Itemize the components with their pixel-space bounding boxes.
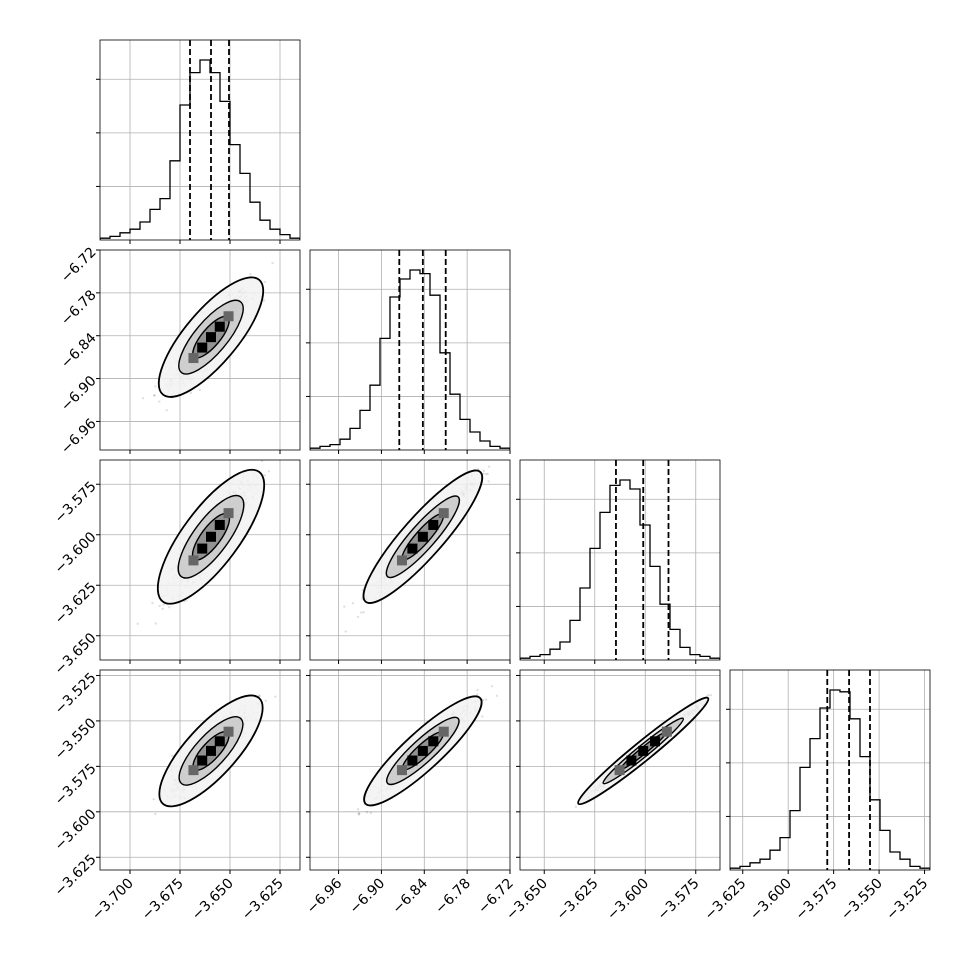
density-core bbox=[197, 342, 208, 353]
axes-frame bbox=[519, 459, 721, 661]
y-tick-label: −6.72 bbox=[58, 244, 100, 286]
density-core bbox=[428, 736, 439, 747]
histogram-step bbox=[310, 269, 510, 450]
axes-frame bbox=[99, 459, 301, 661]
y-tick-label: −6.96 bbox=[58, 416, 100, 458]
panel-3-0: −3.700 −3.675 −3.650 −3.625−3.625−3.600−3.5… bbox=[52, 669, 301, 924]
density-core bbox=[214, 321, 225, 332]
x-tick-label: −3.550 bbox=[838, 876, 886, 924]
axes-frame bbox=[99, 669, 301, 871]
density-core bbox=[188, 353, 199, 364]
x-tick-label: −3.575 bbox=[793, 876, 841, 924]
density-core bbox=[638, 745, 649, 756]
y-tick-label: −6.90 bbox=[58, 373, 100, 415]
panel-3-3: −3.625−3.600−3.575−3.550−3.525 bbox=[702, 669, 931, 924]
axes-frame bbox=[309, 249, 511, 451]
axes-frame bbox=[309, 459, 511, 661]
density-core bbox=[417, 745, 428, 756]
density-core bbox=[396, 555, 407, 566]
x-tick-label: −3.700 bbox=[89, 876, 137, 924]
axes-frame bbox=[309, 669, 511, 871]
y-tick-label: −3.575 bbox=[52, 761, 100, 809]
x-tick-label: −3.675 bbox=[139, 876, 187, 924]
density-core bbox=[206, 745, 216, 756]
y-tick-label: −3.625 bbox=[52, 852, 100, 900]
density-core bbox=[626, 755, 637, 766]
x-tick-label: −3.600 bbox=[747, 876, 795, 924]
x-tick-label: −6.90 bbox=[347, 876, 389, 918]
density-core bbox=[197, 755, 208, 766]
axes-frame bbox=[99, 39, 301, 241]
density-core bbox=[428, 519, 439, 530]
density-core bbox=[223, 726, 234, 737]
density-core bbox=[438, 508, 449, 519]
panel-2-2 bbox=[516, 459, 721, 664]
x-tick-label: −3.600 bbox=[604, 876, 652, 924]
density-core bbox=[407, 543, 418, 554]
axes-frame bbox=[729, 669, 931, 871]
density-core bbox=[614, 765, 625, 776]
y-tick-label: −6.84 bbox=[58, 330, 100, 372]
panel-3-2: −3.650 −3.625 −3.600 −3.575 bbox=[503, 669, 721, 924]
density-core bbox=[661, 726, 672, 737]
density-core bbox=[206, 531, 216, 542]
x-tick-label: −3.525 bbox=[883, 876, 931, 924]
panel-2-0: −3.650−3.625−3.600−3.575 bbox=[52, 459, 301, 678]
density-core bbox=[396, 765, 407, 776]
panel-1-1 bbox=[306, 249, 511, 454]
y-tick-label: −3.625 bbox=[52, 580, 100, 628]
panel-3-1: −6.96 −6.90 −6.84 −6.78 −6.72 bbox=[304, 669, 517, 918]
histogram-step bbox=[730, 689, 930, 870]
x-tick-label: −3.650 bbox=[189, 876, 237, 924]
density-core bbox=[214, 736, 225, 747]
density-core bbox=[188, 765, 199, 776]
density-core bbox=[206, 332, 216, 343]
x-tick-label: −6.84 bbox=[389, 875, 431, 917]
histogram-step bbox=[520, 479, 720, 660]
y-tick-label: −3.525 bbox=[52, 670, 100, 718]
density-core bbox=[197, 543, 208, 554]
panel-2-1 bbox=[306, 459, 511, 664]
density-core bbox=[407, 755, 418, 766]
x-tick-label: −3.625 bbox=[554, 876, 602, 924]
density-core bbox=[223, 508, 234, 519]
panel-1-0: −6.96−6.90−6.84−6.78−6.72 bbox=[58, 244, 301, 458]
density-core bbox=[188, 555, 199, 566]
density-core bbox=[223, 311, 234, 322]
y-tick-label: −3.575 bbox=[52, 479, 100, 527]
x-tick-label: −3.625 bbox=[239, 876, 287, 924]
y-tick-label: −6.78 bbox=[58, 287, 100, 329]
x-tick-label: −6.96 bbox=[304, 875, 346, 917]
axes-frame bbox=[519, 669, 721, 871]
panel-0-0 bbox=[96, 39, 301, 244]
histogram-step bbox=[100, 59, 300, 240]
y-tick-label: −3.650 bbox=[52, 630, 100, 678]
x-tick-label: −3.625 bbox=[702, 876, 750, 924]
density-core bbox=[650, 736, 661, 747]
y-tick-label: −3.550 bbox=[52, 715, 100, 763]
density-core bbox=[438, 726, 449, 737]
density-core bbox=[214, 519, 225, 530]
axes-frame bbox=[99, 249, 301, 451]
y-tick-label: −3.600 bbox=[52, 529, 100, 577]
density-core bbox=[417, 531, 428, 542]
x-tick-label: −6.78 bbox=[432, 876, 474, 918]
x-tick-label: −3.575 bbox=[655, 876, 703, 924]
y-tick-label: −3.600 bbox=[52, 806, 100, 854]
